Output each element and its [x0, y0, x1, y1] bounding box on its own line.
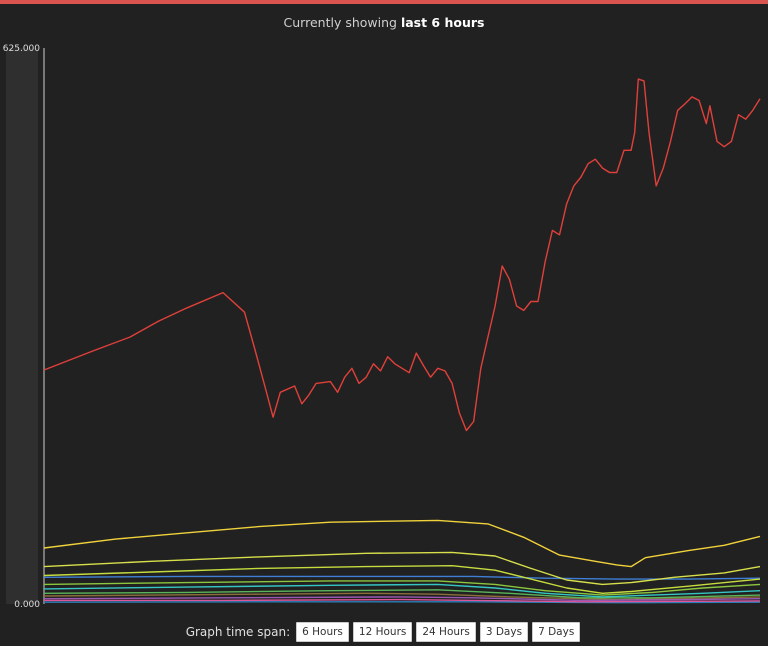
series-line-4: [43, 575, 761, 580]
series-line-3: [43, 565, 761, 594]
showing-period: last 6 hours: [400, 15, 485, 30]
series-line-9: [44, 598, 761, 603]
time-span-selector: Graph time span: 6 Hours 12 Hours 24 Hou…: [0, 622, 768, 642]
top-accent-bar: [0, 0, 768, 4]
span-12-hours-button[interactable]: 12 Hours: [352, 622, 413, 642]
y-axis-label-band: [6, 48, 38, 604]
series-line-11: [43, 601, 761, 604]
span-7-days-button[interactable]: 7 Days: [532, 622, 581, 642]
y-tick-label: 0.000: [14, 600, 40, 610]
series-line-8: [43, 596, 761, 602]
series-line-5: [43, 580, 761, 596]
time-range-heading: Currently showing last 6 hours: [0, 15, 768, 30]
series-line-2: [43, 551, 761, 586]
line-chart: 0.000 625.000: [3, 44, 761, 610]
span-24-hours-button[interactable]: 24 Hours: [416, 622, 476, 642]
showing-prefix: Currently showing: [283, 15, 401, 30]
span-3-days-button[interactable]: 3 Days: [479, 622, 529, 642]
series-line-1: [43, 519, 761, 568]
y-tick-label: 625.000: [3, 44, 40, 54]
plot-area: [43, 78, 761, 604]
series-line-6: [43, 583, 761, 598]
span-6-hours-button[interactable]: 6 Hours: [296, 622, 349, 642]
series-line-0: [43, 78, 761, 432]
y-axis: 0.000 625.000: [3, 44, 45, 610]
time-span-label: Graph time span:: [185, 625, 291, 639]
series-line-7: [43, 589, 761, 599]
